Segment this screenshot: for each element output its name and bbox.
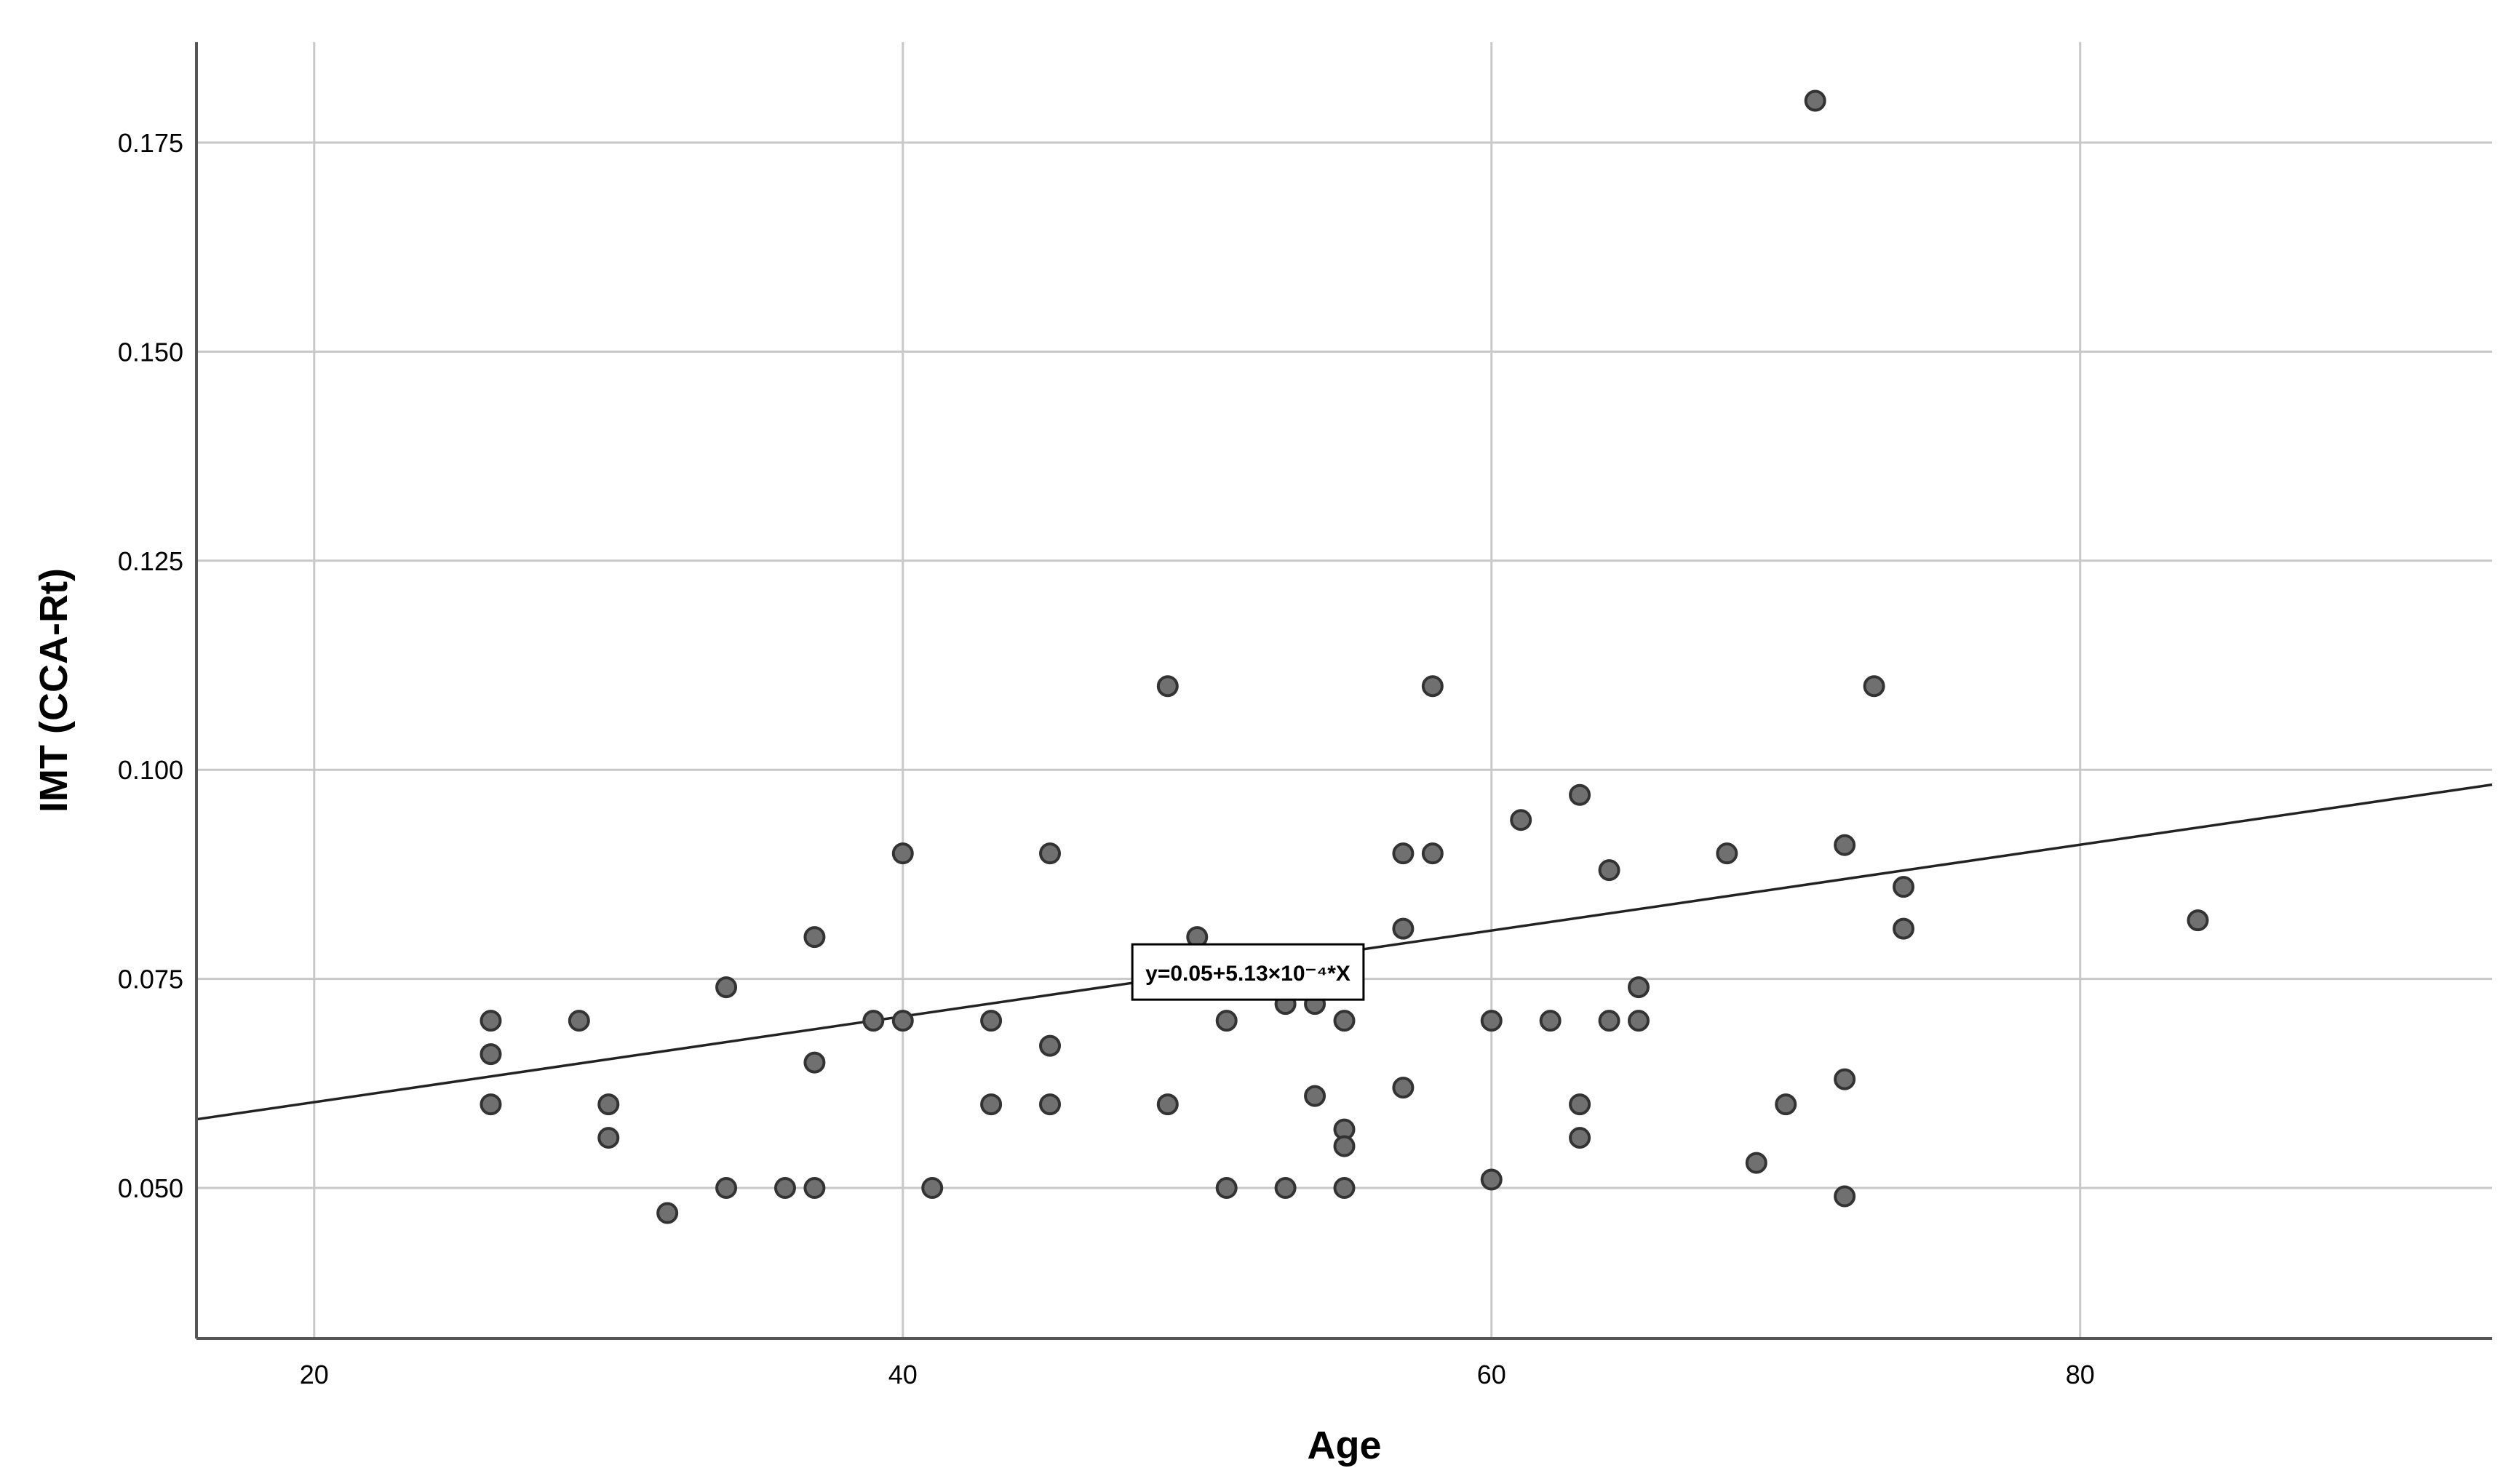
y-tick-label: 0.175	[118, 128, 183, 158]
data-point	[803, 1177, 826, 1200]
data-point	[891, 842, 914, 865]
data-point	[568, 1010, 590, 1032]
data-point	[1893, 876, 1915, 898]
data-point	[1480, 1168, 1503, 1191]
data-point	[1333, 1177, 1356, 1200]
data-point	[980, 1010, 1003, 1032]
y-tick-label: 0.150	[118, 337, 183, 367]
tick-labels: 20 40 60 80 0.050 0.075 0.100 0.125 0.150 0.175	[118, 128, 2095, 1389]
x-tick-label: 20	[300, 1360, 329, 1389]
y-tick-label: 0.125	[118, 546, 183, 576]
data-point	[773, 1177, 796, 1200]
data-point	[1421, 675, 1444, 698]
data-point	[597, 1127, 620, 1149]
data-point	[803, 1051, 826, 1074]
data-point	[1215, 1177, 1238, 1200]
data-point	[1598, 859, 1620, 882]
data-point	[597, 1093, 620, 1116]
data-point	[803, 926, 826, 949]
data-points	[480, 89, 2209, 1224]
data-point	[480, 1093, 502, 1116]
data-point	[1569, 1093, 1591, 1116]
y-tick-label: 0.050	[118, 1173, 183, 1203]
data-point	[1627, 1010, 1650, 1032]
data-point	[1863, 675, 1885, 698]
data-point	[715, 976, 738, 999]
y-axis-title: IMT (CCA-Rt)	[32, 568, 76, 813]
data-point	[1392, 842, 1415, 865]
data-point	[1392, 917, 1415, 940]
data-point	[1480, 1010, 1503, 1032]
data-point	[1156, 675, 1179, 698]
data-point	[2187, 909, 2209, 932]
data-point	[1834, 834, 1856, 856]
x-tick-label: 40	[888, 1360, 918, 1389]
data-point	[1745, 1152, 1767, 1174]
data-point	[1627, 976, 1650, 999]
data-point	[1392, 1077, 1415, 1099]
fit-equation-box	[1131, 943, 1365, 1001]
data-point	[1834, 1185, 1856, 1208]
data-point	[1333, 1010, 1356, 1032]
data-point	[921, 1177, 944, 1200]
fit-annotation: y=0.05+5.13×10⁻⁴*X	[1131, 943, 1365, 1001]
x-tick-label: 60	[1477, 1360, 1506, 1389]
data-point	[1893, 917, 1915, 940]
data-point	[1569, 1127, 1591, 1149]
fit-equation-label: y=0.05+5.13×10⁻⁴*X	[1145, 962, 1351, 986]
data-point	[1539, 1010, 1562, 1032]
data-point	[1039, 1093, 1062, 1116]
data-point	[1274, 1177, 1297, 1200]
data-point	[1834, 1068, 1856, 1090]
data-point	[891, 1010, 914, 1032]
data-point	[1215, 1010, 1238, 1032]
data-point	[862, 1010, 885, 1032]
y-tick-label: 0.100	[118, 755, 183, 785]
data-point	[1569, 783, 1591, 806]
x-axis-title: Age	[1307, 1424, 1381, 1467]
data-point	[1598, 1010, 1620, 1032]
data-point	[1304, 1085, 1326, 1107]
data-point	[1510, 809, 1532, 831]
data-point	[1804, 89, 1826, 112]
axes	[195, 42, 2492, 1340]
data-point	[480, 1043, 502, 1066]
x-tick-label: 80	[2066, 1360, 2095, 1389]
data-point	[1421, 842, 1444, 865]
data-point	[480, 1010, 502, 1032]
y-tick-label: 0.075	[118, 965, 183, 994]
data-point	[1039, 842, 1062, 865]
data-point	[980, 1093, 1003, 1116]
data-point	[1156, 1093, 1179, 1116]
data-point	[1716, 842, 1738, 865]
data-point	[1039, 1034, 1062, 1057]
data-point	[1333, 1135, 1356, 1157]
data-point	[656, 1202, 679, 1224]
data-point	[1775, 1093, 1797, 1116]
data-point	[715, 1177, 738, 1200]
